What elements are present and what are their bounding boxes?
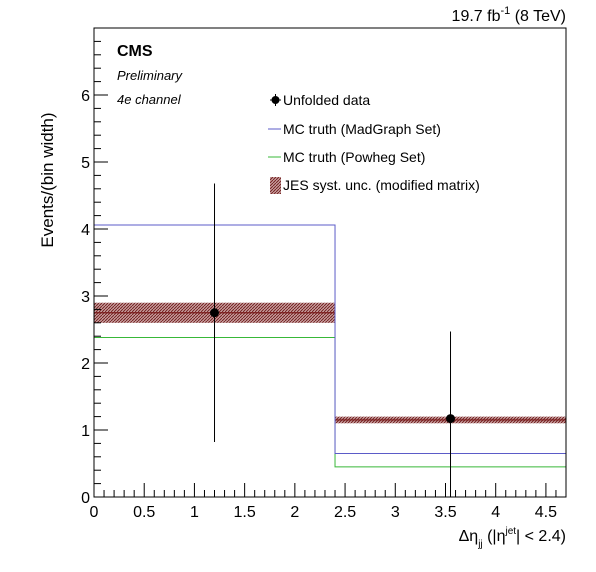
- lumi-energy: (8 TeV): [510, 8, 566, 25]
- legend-entry-powheg: MC truth (Powheg Set): [268, 149, 425, 165]
- x-tick-label: 4.5: [535, 504, 557, 521]
- legend-data-label: Unfolded data: [283, 92, 370, 108]
- lumi-exponent: -1: [500, 5, 510, 17]
- legend-madgraph-label: MC truth (MadGraph Set): [283, 121, 441, 137]
- legend-entry-jes: JES syst. unc. (modified matrix): [270, 177, 480, 194]
- legend-powheg-label: MC truth (Powheg Set): [283, 149, 425, 165]
- x-tick-label: 0.5: [133, 504, 155, 521]
- y-tick-label: 3: [81, 289, 90, 306]
- x-title-prefix: Δη: [459, 528, 479, 545]
- data-point-1: [210, 308, 220, 318]
- x-tick-label: 2.5: [334, 504, 356, 521]
- legend-jes-swatch: [270, 177, 281, 194]
- y-tick-label: 6: [81, 88, 90, 105]
- powheg-histogram: [94, 337, 566, 468]
- x-title-sup: jet: [504, 526, 516, 537]
- x-tick-label: 3.5: [434, 504, 456, 521]
- y-axis-title: Events/(bin width): [38, 112, 57, 247]
- lumi-value: 19.7 fb: [452, 8, 501, 25]
- y-tick-label: 2: [81, 356, 90, 373]
- y-tick-label: 0: [81, 490, 90, 507]
- x-tick-label: 4: [491, 504, 500, 521]
- axes: 0 0.5 1 1.5 2 2.5 3 3.5 4 4.5 0 1 2 3 4 5 6: [81, 27, 567, 521]
- y-tick-label: 1: [81, 423, 90, 440]
- x-tick-label: 2: [290, 504, 299, 521]
- data-point-2: [446, 414, 456, 424]
- legend: Unfolded data MC truth (MadGraph Set) MC…: [268, 92, 480, 194]
- plot-marks: [94, 183, 566, 497]
- x-tick-label: 1: [190, 504, 199, 521]
- x-title-middle: (|η: [483, 528, 506, 545]
- lumi-label: 19.7 fb-1 (8 TeV): [452, 5, 566, 25]
- status-label: Preliminary: [117, 68, 184, 83]
- x-tick-label: 0: [90, 504, 99, 521]
- y-tick-label: 4: [81, 222, 90, 239]
- x-tick-label: 3: [391, 504, 400, 521]
- x-title-sub: jj: [477, 539, 482, 550]
- experiment-label: CMS: [117, 43, 153, 60]
- x-axis-title: Δηjj (|ηjet| < 2.4): [459, 526, 566, 550]
- legend-entry-data: Unfolded data: [270, 92, 370, 108]
- plot-frame: [93, 27, 567, 498]
- legend-data-marker: [271, 96, 280, 104]
- y-tick-label: 5: [81, 155, 90, 172]
- legend-jes-label: JES syst. unc. (modified matrix): [283, 177, 480, 193]
- legend-entry-madgraph: MC truth (MadGraph Set): [268, 121, 441, 137]
- channel-label: 4e channel: [117, 92, 182, 107]
- x-title-suffix: | < 2.4): [516, 528, 566, 545]
- x-tick-label: 1.5: [234, 504, 256, 521]
